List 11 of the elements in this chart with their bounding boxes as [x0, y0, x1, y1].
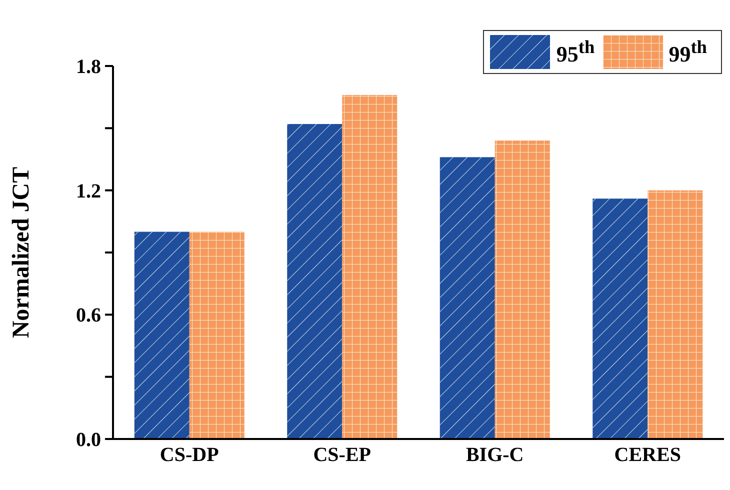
y-tick-label: 0.6 [76, 304, 101, 327]
legend-label: 95$^{th}$ [556, 36, 595, 68]
y-axis-title: Normalized JCT [8, 166, 35, 338]
x-tick-label: CS-EP [313, 444, 372, 466]
y-tick-label: 0.0 [76, 429, 101, 451]
x-tick-label: BIG-C [466, 444, 524, 466]
x-tick-label: CERES [614, 444, 681, 466]
y-tick-label: 1.2 [76, 180, 101, 202]
legend-label: 99$^{th}$ [668, 36, 707, 68]
x-tick-label: CS-DP [160, 444, 219, 466]
y-tick-label: 1.8 [76, 56, 101, 78]
